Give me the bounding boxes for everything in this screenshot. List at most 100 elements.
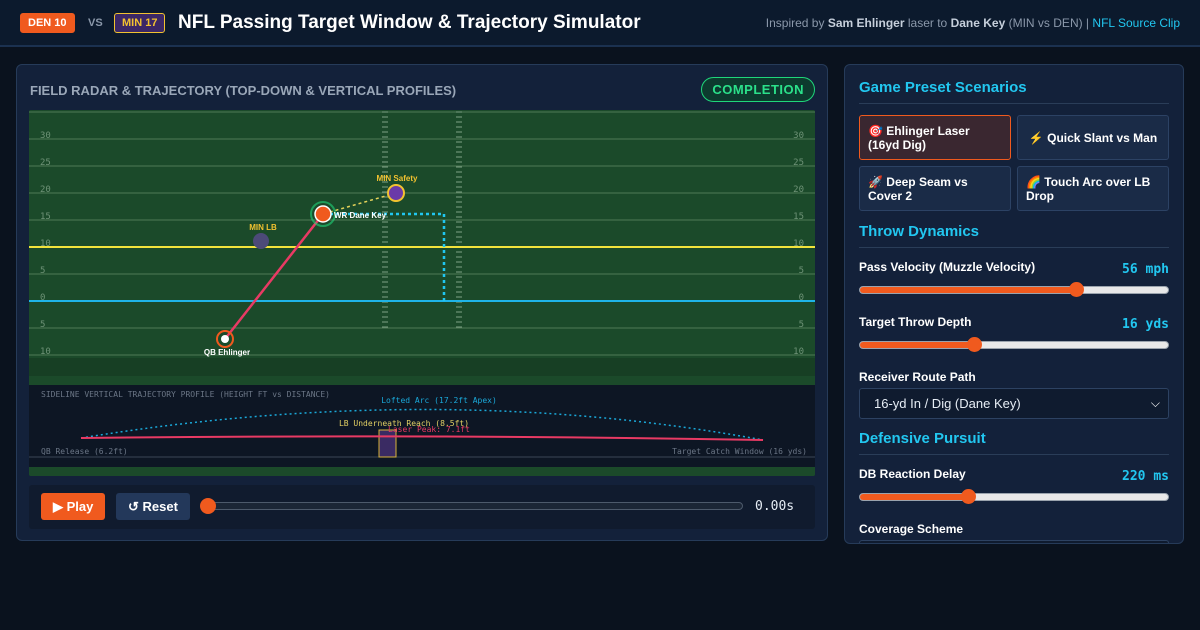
yard-number: 0 <box>799 293 804 303</box>
yard-number: 15 <box>793 212 804 222</box>
play-button[interactable]: ▶ Play <box>41 493 106 520</box>
yard-number: 30 <box>40 131 51 141</box>
reaction-slider-fill <box>860 494 968 500</box>
route-label: Receiver Route Path <box>859 370 976 384</box>
yard-number: 5 <box>40 320 45 330</box>
versus-label: VS <box>88 17 103 29</box>
playback-controls: ▶ Play ↺ Reset 0.00s <box>29 485 815 529</box>
reaction-label: DB Reaction Delay <box>859 467 966 481</box>
reaction-value: 220 ms <box>1122 469 1169 484</box>
panel-title: FIELD RADAR & TRAJECTORY (TOP-DOWN & VER… <box>30 83 457 98</box>
yard-number: 20 <box>40 185 51 195</box>
credit-wr: Dane Key <box>950 16 1006 30</box>
route-select[interactable]: 16-yd In / Dig (Dane Key) ⌵ <box>859 388 1169 419</box>
yard-number: 25 <box>793 158 804 168</box>
velocity-slider-handle[interactable] <box>1068 282 1084 297</box>
reaction-slider[interactable] <box>859 489 1169 504</box>
field-radar-panel: FIELD RADAR & TRAJECTORY (TOP-DOWN & VER… <box>16 64 828 541</box>
timeline-scrubber[interactable] <box>207 502 743 510</box>
status-badge: COMPLETION <box>701 77 815 102</box>
depth-slider-handle[interactable] <box>966 337 982 352</box>
receiver-label: WR Dane Key <box>334 211 387 220</box>
profile-strip <box>29 385 815 467</box>
presets-heading: Game Preset Scenarios <box>859 79 1169 104</box>
app-header: DEN 10 VS MIN 17 NFL Passing Target Wind… <box>0 0 1200 47</box>
laser-peak-label: Laser Peak: 7.1ft <box>388 425 470 434</box>
credit-prefix: Inspired by <box>765 16 825 30</box>
depth-value: 16 yds <box>1122 317 1169 332</box>
lb-reach-box <box>378 429 397 458</box>
page-title: NFL Passing Target Window & Trajectory S… <box>178 12 641 33</box>
linebacker-label: MIN LB <box>249 223 277 232</box>
hash-marks <box>382 111 462 328</box>
preset-quick-slant[interactable]: ⚡ Quick Slant vs Man <box>1017 115 1169 160</box>
yard-number: 5 <box>799 266 804 276</box>
yard-number: 25 <box>40 158 51 168</box>
field-turf <box>29 110 815 372</box>
preset-ehlinger-laser[interactable]: 🎯 Ehlinger Laser (16yd Dig) <box>859 115 1011 160</box>
quarterback-label: QB Ehlinger <box>204 348 250 357</box>
velocity-slider-fill <box>860 287 1076 293</box>
velocity-label: Pass Velocity (Muzzle Velocity) <box>859 260 1036 274</box>
preset-deep-seam[interactable]: 🚀 Deep Seam vs Cover 2 <box>859 166 1011 211</box>
source-clip-link[interactable]: NFL Source Clip <box>1092 16 1180 30</box>
profile-turf-edge <box>29 467 815 476</box>
yard-number: 10 <box>40 347 51 357</box>
release-label: QB Release (6.2ft) <box>41 447 128 456</box>
credit-line: Inspired by Sam Ehlinger laser to Dane K… <box>766 16 1180 30</box>
receiver-route-path <box>323 212 446 301</box>
field-sideline-band <box>29 358 815 376</box>
safety-pursuit-path <box>322 192 397 215</box>
depth-slider[interactable] <box>859 337 1169 352</box>
yard-number: 10 <box>793 347 804 357</box>
team-away-badge: MIN 17 <box>114 13 166 33</box>
credit-qb: Sam Ehlinger <box>827 16 905 30</box>
yard-lines <box>29 111 815 356</box>
safety-marker <box>387 184 405 202</box>
yard-number: 10 <box>793 239 804 249</box>
velocity-value: 56 mph <box>1122 262 1169 277</box>
preset-label: 🚀 Deep Seam vs Cover 2 <box>868 175 968 203</box>
reaction-slider-handle[interactable] <box>960 489 976 504</box>
lofted-arc-label: Lofted Arc (17.2ft Apex) <box>381 396 497 405</box>
lofted-arc-path <box>80 408 764 441</box>
time-readout: 0.00s <box>755 499 795 514</box>
defensive-pursuit-heading: Defensive Pursuit <box>859 430 1169 455</box>
chevron-down-icon: ⌵ <box>1150 396 1160 410</box>
credit-mid: laser to <box>907 16 948 30</box>
catch-window-label: Target Catch Window (16 yds) <box>672 447 807 456</box>
yard-number: 20 <box>793 185 804 195</box>
yard-number: 10 <box>40 239 51 249</box>
laser-arc-path <box>80 435 764 441</box>
field-svg: 30 25 20 15 10 5 0 5 10 30 25 20 15 10 5… <box>29 110 815 476</box>
coverage-select[interactable] <box>859 540 1169 543</box>
field-canvas: 30 25 20 15 10 5 0 5 10 30 25 20 15 10 5… <box>29 110 815 476</box>
yard-numbers-left: 30 25 20 15 10 5 0 5 10 <box>40 131 51 357</box>
coverage-label: Coverage Scheme <box>859 522 964 536</box>
yard-number: 0 <box>40 293 45 303</box>
depth-slider-fill <box>860 342 974 348</box>
preset-label: 🌈 Touch Arc over LB Drop <box>1026 175 1151 203</box>
target-window-ring <box>310 201 336 227</box>
receiver-marker <box>314 205 332 223</box>
timeline-scrubber-handle[interactable] <box>200 498 216 514</box>
safety-label: MIN Safety <box>377 174 418 183</box>
preset-touch-arc[interactable]: 🌈 Touch Arc over LB Drop <box>1017 166 1169 211</box>
yard-number: 30 <box>793 131 804 141</box>
yard-number: 5 <box>799 320 804 330</box>
preset-label: 🎯 Ehlinger Laser (16yd Dig) <box>868 124 970 152</box>
yard-numbers-right: 30 25 20 15 10 5 0 5 10 <box>793 131 804 357</box>
linebacker-marker <box>253 233 269 249</box>
depth-label: Target Throw Depth <box>859 315 972 329</box>
velocity-slider[interactable] <box>859 282 1169 297</box>
team-home-badge: DEN 10 <box>20 13 75 33</box>
reset-button[interactable]: ↺ Reset <box>116 493 190 520</box>
quarterback-ring <box>216 330 234 348</box>
laser-throw-path <box>224 213 324 340</box>
preset-label: ⚡ Quick Slant vs Man <box>1028 131 1158 145</box>
yard-number: 5 <box>40 266 45 276</box>
credit-matchup: (MIN vs DEN) | <box>1008 16 1090 30</box>
yard-number: 15 <box>40 212 51 222</box>
quarterback-marker <box>221 335 229 343</box>
throw-dynamics-heading: Throw Dynamics <box>859 223 1169 248</box>
